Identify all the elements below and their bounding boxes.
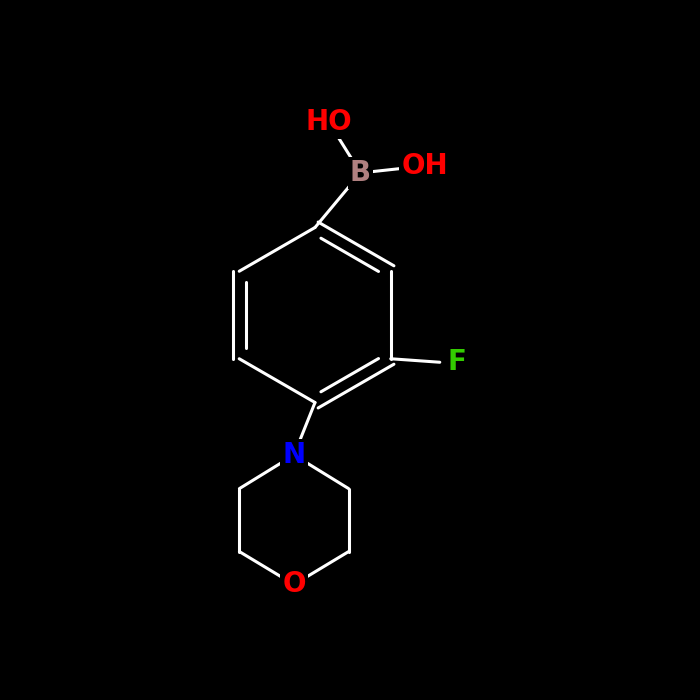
Text: B: B — [350, 159, 371, 187]
Text: OH: OH — [402, 152, 448, 180]
Text: F: F — [448, 349, 467, 377]
Text: HO: HO — [306, 108, 352, 136]
Text: O: O — [282, 570, 306, 598]
Text: N: N — [282, 441, 306, 469]
